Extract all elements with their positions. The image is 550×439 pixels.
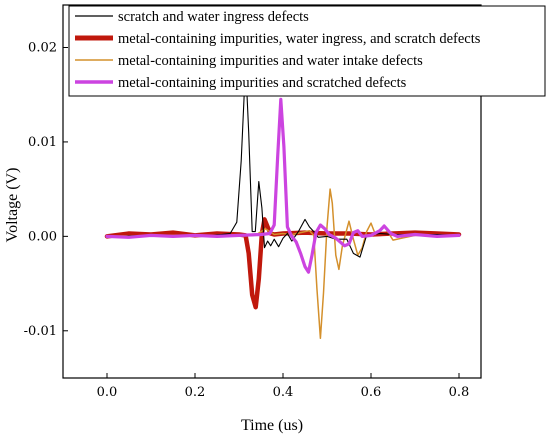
x-tick-label-4: 0.8 xyxy=(449,385,470,400)
x-tick-label-0: 0.0 xyxy=(97,385,118,400)
legend-box xyxy=(68,5,546,97)
legend-label-scratch-water: scratch and water ingress defects xyxy=(118,9,309,25)
y-tick-label-3: -0.01 xyxy=(24,324,57,339)
legend-label-metal-water: metal-containing impurities and water in… xyxy=(118,53,423,69)
x-tick-label-3: 0.6 xyxy=(361,385,382,400)
axes-layer: 0.0 0.2 0.4 0.6 0.8 0.02 0.01 0.00 -0.01 xyxy=(24,40,470,400)
legend-label-metal-scratched: metal-containing impurities and scratche… xyxy=(118,75,407,91)
series-line-2 xyxy=(106,188,460,340)
plot-frame xyxy=(62,4,482,379)
y-tick-label-2: 0.00 xyxy=(28,229,57,244)
series-line-3 xyxy=(105,97,461,274)
x-tick-label-2: 0.4 xyxy=(273,385,294,400)
series-line-1 xyxy=(104,217,462,310)
series-layer xyxy=(104,62,462,340)
x-tick-label-1: 0.2 xyxy=(185,385,206,400)
y-axis-title: Voltage (V) xyxy=(4,168,21,243)
legend: scratch and water ingress defects metal-… xyxy=(68,5,546,97)
y-tick-label-1: 0.01 xyxy=(28,135,57,150)
y-tick-label-0: 0.02 xyxy=(28,40,57,55)
series-line-0 xyxy=(106,62,460,258)
legend-label-metal-water-scratch: metal-containing impurities, water ingre… xyxy=(118,31,481,47)
x-axis-title: Time (us) xyxy=(241,417,303,434)
